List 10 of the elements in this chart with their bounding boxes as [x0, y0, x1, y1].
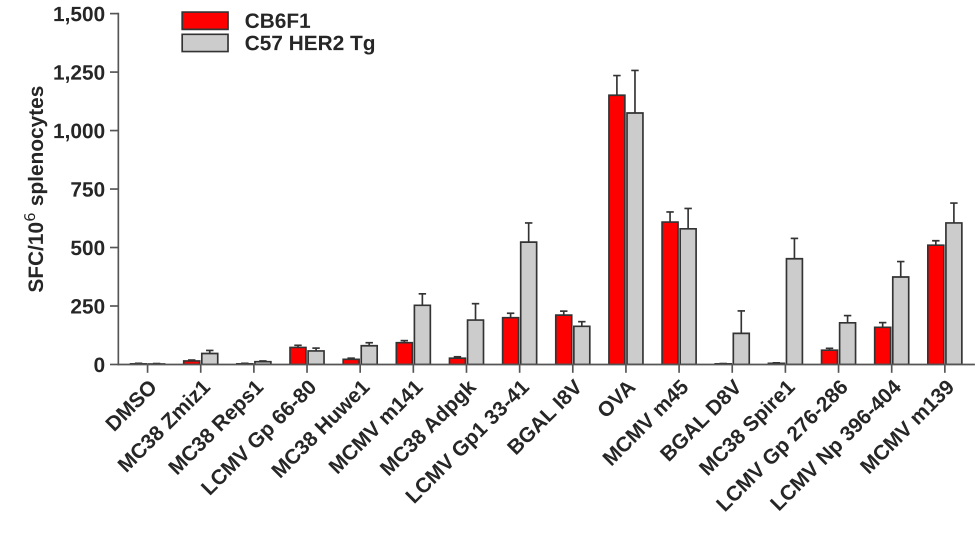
legend-label: C57 HER2 Tg: [246, 36, 374, 55]
y-tick-label: 250: [71, 299, 104, 314]
y-axis-title: SFC/10$^{6}$ splenocytes: [24, 86, 48, 292]
y-tick-label: 1,250: [54, 65, 104, 83]
y-tick-label: 500: [71, 240, 104, 256]
y-tick-label: 1,000: [54, 124, 104, 142]
y-tick-label: 1,500: [54, 6, 104, 24]
legend-label: CB6F1: [246, 13, 310, 28]
y-tick-label: 750: [71, 182, 104, 197]
y-tick-label: 0: [94, 357, 104, 372]
